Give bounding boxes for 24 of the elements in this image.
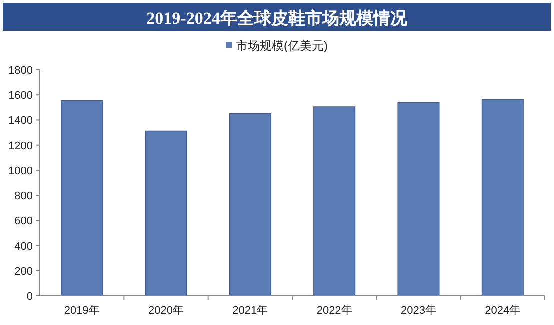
x-tick-label: 2019年 [64, 305, 100, 317]
y-tick-label: 1600 [8, 90, 33, 102]
y-tick-label: 400 [14, 240, 33, 253]
y-tick-label: 0 [26, 291, 33, 303]
x-tick-label: 2023年 [401, 305, 436, 317]
y-tick-label: 800 [14, 190, 33, 203]
bar [314, 106, 356, 296]
x-tick-label: 2021年 [232, 305, 268, 317]
bar [398, 102, 440, 296]
y-tick-label: 600 [14, 216, 33, 228]
bar [145, 130, 188, 296]
x-tick-label: 2022年 [316, 305, 352, 317]
bar [482, 99, 524, 296]
y-tick-label: 200 [14, 266, 33, 278]
legend-label: 市场规模(亿美元) [236, 39, 328, 53]
x-tick-label: 2020年 [148, 305, 184, 317]
x-tick-label: 2024年 [485, 305, 521, 317]
y-tick-label: 1000 [8, 165, 33, 178]
bar [61, 100, 104, 296]
y-tick-label: 1200 [8, 140, 33, 152]
bar [229, 113, 272, 296]
y-tick-label: 1800 [8, 65, 33, 77]
y-tick-label: 1400 [8, 115, 33, 128]
chart-title: 2019-2024年全球皮鞋市场规模情况 [146, 9, 408, 28]
